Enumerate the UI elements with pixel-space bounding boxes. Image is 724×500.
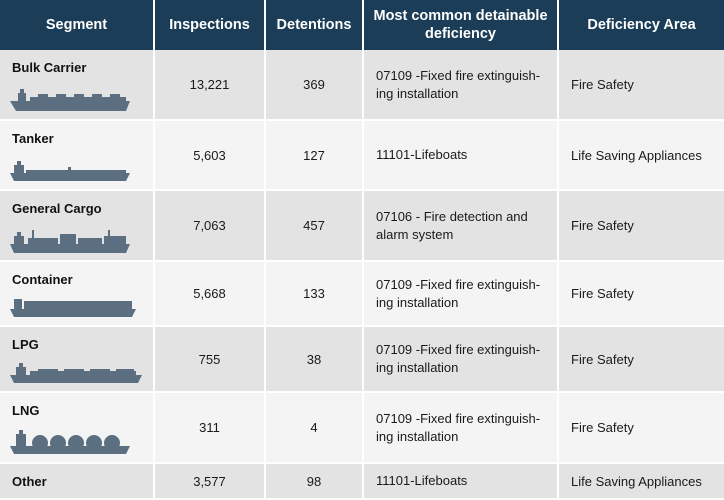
deficiency-cell: 07106 - Fire detection and alarm system	[364, 191, 559, 262]
detentions-cell: 4	[266, 393, 364, 464]
detentions-cell: 127	[266, 121, 364, 191]
detentions-cell: 369	[266, 50, 364, 121]
deficiency-line-2: ing installation	[376, 294, 459, 310]
lpg-ship-icon	[10, 363, 142, 383]
deficiency-area-cell: Life Saving Appliances	[559, 121, 724, 191]
segment-name: Container	[12, 272, 73, 287]
segment-name: Tanker	[12, 131, 54, 146]
deficiency-line-1: 07106 - Fire detection and	[376, 208, 528, 224]
inspections-cell: 311	[155, 393, 266, 464]
deficiency-area-cell: Life Saving Appliances	[559, 464, 724, 500]
header-detentions: Detentions	[266, 0, 364, 50]
detentions-cell: 98	[266, 464, 364, 500]
segment-cell: General Cargo	[0, 191, 155, 262]
detentions-cell: 133	[266, 262, 364, 327]
inspections-cell: 13,221	[155, 50, 266, 121]
segment-cell: Tanker	[0, 121, 155, 191]
deficiency-line-1: 07109 -Fixed fire extinguish-	[376, 410, 541, 426]
segment-name: General Cargo	[12, 201, 102, 216]
table-row: Other 3,577 98 11101-Lifeboats Life Savi…	[0, 464, 724, 500]
header-deficiency-area: Deficiency Area	[559, 0, 724, 50]
segment-name: LNG	[12, 403, 40, 418]
container-ship-icon	[10, 299, 136, 317]
segment-name: LPG	[12, 337, 39, 352]
deficiency-area-cell: Fire Safety	[559, 191, 724, 262]
deficiency-line-2: ing installation	[376, 85, 459, 101]
lng-ship-icon	[10, 430, 130, 454]
segment-name: Bulk Carrier	[12, 60, 87, 75]
general-cargo-ship-icon	[10, 230, 130, 253]
deficiency-line-1: 07109 -Fixed fire extinguish-	[376, 276, 541, 292]
deficiency-line-1: 07109 -Fixed fire extinguish-	[376, 67, 541, 83]
detentions-cell: 457	[266, 191, 364, 262]
deficiency-line-1: 11101-Lifeboats	[376, 147, 468, 162]
inspections-cell: 755	[155, 327, 266, 393]
deficiency-cell: 11101-Lifeboats	[364, 121, 559, 191]
inspections-cell: 5,668	[155, 262, 266, 327]
table-row: LPG 755 38 07109 -Fixe	[0, 327, 724, 393]
deficiency-area-cell: Fire Safety	[559, 262, 724, 327]
deficiency-cell: 07109 -Fixed fire extinguish- ing instal…	[364, 327, 559, 393]
table-row: Bulk Carrier 13,221 369	[0, 50, 724, 121]
table-row: LNG 311 4 07109 -Fixed	[0, 393, 724, 464]
segment-cell: Container	[0, 262, 155, 327]
deficiency-line-2: ing installation	[376, 360, 459, 375]
header-deficiency: Most common detainable deficiency	[364, 0, 559, 50]
deficiency-cell: 07109 -Fixed fire extinguish- ing instal…	[364, 393, 559, 464]
deficiency-cell: 07109 -Fixed fire extinguish- ing instal…	[364, 50, 559, 121]
deficiency-area-cell: Fire Safety	[559, 50, 724, 121]
deficiency-line-1: 07109 -Fixed fire extinguish-	[376, 342, 541, 357]
table-row: Tanker 5,603 127 11101-Lifeboats Life Sa…	[0, 121, 724, 191]
header-inspections: Inspections	[155, 0, 266, 50]
deficiency-line-2: ing installation	[376, 428, 459, 444]
table-row: General Cargo 7,063 457	[0, 191, 724, 262]
table-header-row: Segment Inspections Detentions Most comm…	[0, 0, 724, 50]
deficiency-line-2: alarm system	[376, 226, 454, 242]
segment-cell: Bulk Carrier	[0, 50, 155, 121]
inspections-cell: 5,603	[155, 121, 266, 191]
segment-cell: LPG	[0, 327, 155, 393]
header-segment: Segment	[0, 0, 155, 50]
deficiency-area-cell: Fire Safety	[559, 393, 724, 464]
inspections-cell: 7,063	[155, 191, 266, 262]
tanker-ship-icon	[10, 161, 130, 181]
deficiency-line-1: 11101-Lifeboats	[376, 473, 468, 488]
deficiency-cell: 11101-Lifeboats	[364, 464, 559, 500]
inspections-cell: 3,577	[155, 464, 266, 500]
segment-cell: LNG	[0, 393, 155, 464]
deficiency-cell: 07109 -Fixed fire extinguish- ing instal…	[364, 262, 559, 327]
detentions-cell: 38	[266, 327, 364, 393]
bulk-carrier-ship-icon	[10, 89, 130, 111]
segment-name: Other	[12, 474, 47, 489]
table-row: Container 5,668 133 07109 -Fixed fire ex…	[0, 262, 724, 327]
deficiency-area-cell: Fire Safety	[559, 327, 724, 393]
segment-cell: Other	[0, 464, 155, 500]
